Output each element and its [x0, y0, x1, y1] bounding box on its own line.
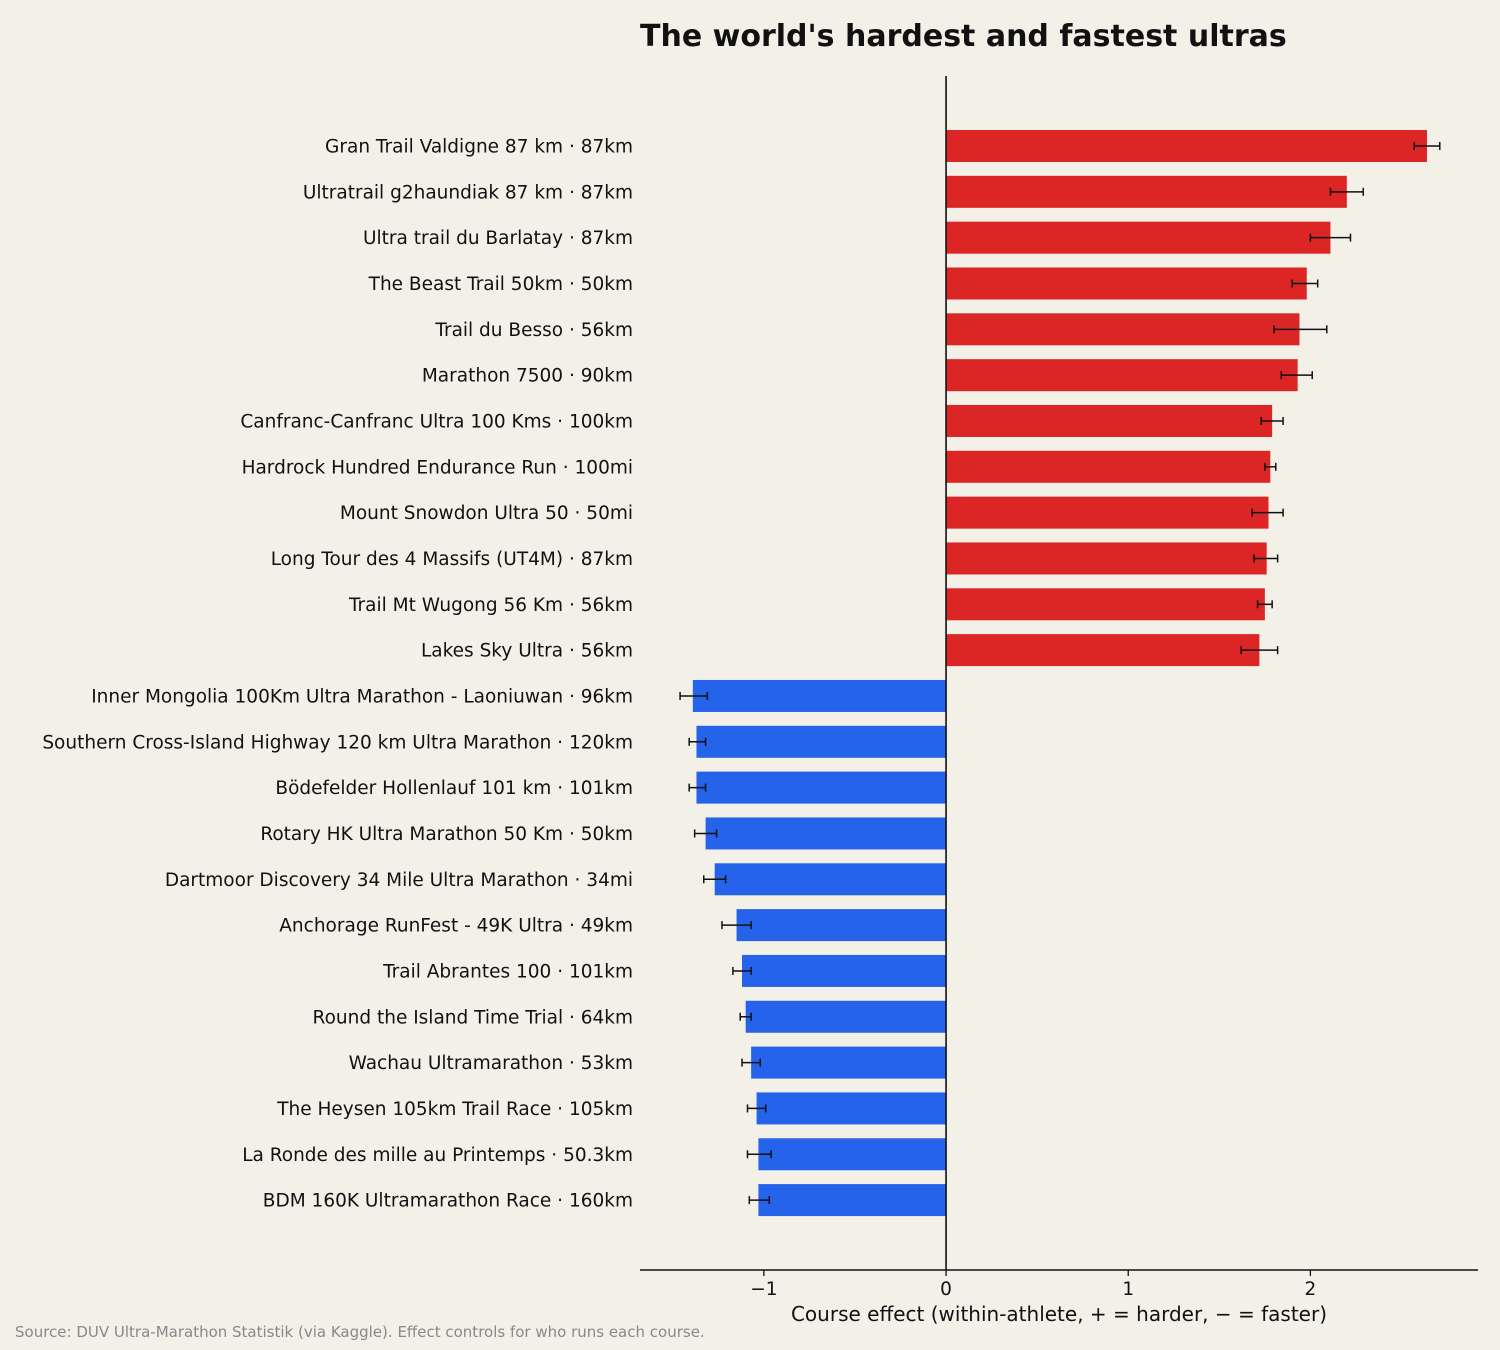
bar	[745, 1000, 947, 1033]
bar	[946, 221, 1331, 254]
error-bar	[1413, 142, 1441, 150]
category-label: Anchorage RunFest - 49K Ultra · 49km	[279, 916, 633, 937]
category-label: Dartmoor Discovery 34 Mile Ultra Maratho…	[165, 870, 633, 891]
error-bar	[739, 1012, 752, 1021]
category-label: Round the Island Time Trial · 64km	[313, 1007, 633, 1028]
error-bar	[693, 829, 718, 838]
source-note: Source: DUV Ultra-Marathon Statistik (vi…	[15, 1323, 705, 1341]
bar	[946, 588, 1265, 621]
error-bar	[703, 875, 727, 884]
x-tick-label: 1	[1122, 1279, 1134, 1300]
error-bar	[746, 1150, 772, 1159]
bar	[946, 496, 1269, 529]
error-bar	[746, 1104, 767, 1113]
error-bar	[1273, 325, 1328, 334]
category-label: Gran Trail Valdigne 87 km · 87km	[325, 137, 633, 158]
error-bar	[1264, 462, 1277, 471]
error-bar	[1329, 187, 1364, 196]
error-bar	[1256, 600, 1273, 609]
x-ticks-group: −1 0 1 2	[750, 1270, 1316, 1300]
error-bar	[679, 691, 709, 700]
category-label: Inner Mongolia 100Km Ultra Marathon - La…	[91, 686, 633, 707]
error-bar	[1260, 416, 1284, 425]
bar	[751, 1046, 947, 1079]
category-label: Southern Cross-Island Highway 120 km Ult…	[42, 732, 633, 753]
chart-title: The world's hardest and fastest ultras	[640, 19, 1287, 54]
bar	[946, 175, 1347, 208]
bar	[714, 863, 947, 896]
bar	[696, 725, 947, 758]
bar	[696, 771, 947, 804]
category-label: The Beast Trail 50km · 50km	[368, 274, 633, 295]
bar	[946, 404, 1273, 437]
error-bar	[1280, 371, 1313, 380]
category-labels-group: Gran Trail Valdigne 87 km · 87km Ultratra…	[42, 137, 633, 1212]
category-label: Lakes Sky Ultra · 56km	[421, 641, 633, 662]
category-label: Long Tour des 4 Massifs (UT4M) · 87km	[271, 549, 633, 570]
category-label: Rotary HK Ultra Marathon 50 Km · 50km	[260, 824, 633, 845]
bar	[946, 130, 1427, 162]
category-label: Trail Mt Wugong 56 Km · 56km	[348, 595, 633, 616]
category-label: Hardrock Hundred Endurance Run · 100mi	[242, 457, 633, 478]
category-label: The Heysen 105km Trail Race · 105km	[276, 1099, 633, 1120]
bar	[946, 313, 1300, 346]
error-bar	[748, 1196, 771, 1205]
x-tick-label: 2	[1305, 1279, 1317, 1300]
bar	[946, 634, 1260, 667]
bar	[742, 954, 947, 987]
category-label: Canfranc-Canfranc Ultra 100 Kms · 100km	[240, 411, 633, 432]
category-label: BDM 160K Ultramarathon Race · 160km	[263, 1191, 633, 1212]
bar	[758, 1184, 947, 1217]
bar	[692, 679, 947, 712]
bar	[946, 267, 1307, 300]
category-label: Trail du Besso · 56km	[434, 320, 633, 341]
x-tick-label: −1	[750, 1279, 777, 1300]
error-bars-group	[679, 142, 1441, 1205]
bars-group	[692, 130, 1427, 1217]
bar	[946, 450, 1271, 483]
error-bar	[732, 966, 752, 975]
bar	[946, 542, 1267, 575]
error-bar	[721, 921, 752, 930]
bar	[946, 359, 1298, 392]
category-label: Ultratrail g2haundiak 87 km · 87km	[303, 182, 633, 203]
category-label: Mount Snowdon Ultra 50 · 50mi	[340, 503, 633, 524]
x-tick-label: 0	[940, 1279, 952, 1300]
category-label: Wachau Ultramarathon · 53km	[349, 1053, 633, 1074]
error-bar	[1253, 554, 1279, 563]
error-bar	[688, 783, 707, 792]
category-label: Marathon 7500 · 90km	[422, 366, 633, 387]
error-bar	[1251, 508, 1284, 517]
category-label: Ultra trail du Barlatay · 87km	[363, 228, 633, 249]
error-bar	[741, 1058, 761, 1067]
bar	[758, 1138, 947, 1171]
category-label: Bödefelder Hollenlauf 101 km · 101km	[275, 778, 633, 799]
category-label: Trail Abrantes 100 · 101km	[382, 961, 633, 982]
category-label: La Ronde des mille au Printemps · 50.3km	[242, 1145, 633, 1166]
bar	[736, 909, 947, 942]
bar	[756, 1092, 947, 1125]
error-bar	[1240, 646, 1279, 655]
error-bar	[1291, 279, 1319, 288]
error-bar	[688, 737, 707, 746]
bar	[705, 817, 947, 850]
error-bar	[1309, 233, 1352, 242]
x-axis-label: Course effect (within-athlete, + = harde…	[791, 1302, 1327, 1326]
